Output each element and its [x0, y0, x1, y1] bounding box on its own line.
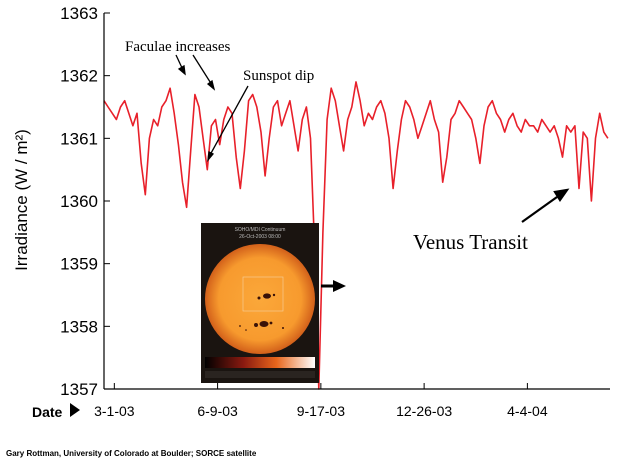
x-axis-title-arrow [70, 403, 80, 417]
venus-annotation: Venus Transit [413, 230, 528, 254]
y-tick-label: 1363 [60, 4, 98, 23]
sunspot-groups [239, 293, 284, 331]
x-axis-title: Date [32, 404, 63, 420]
y-tick-label: 1359 [60, 255, 98, 274]
y-tick-label: 1361 [60, 129, 98, 148]
inset-to-dip-arrow [321, 280, 346, 292]
y-tick-label: 1362 [60, 67, 98, 86]
x-tick-label: 9-17-03 [297, 403, 345, 419]
sunspot-annotation: Sunspot dip [243, 68, 314, 84]
x-tick-label: 4-4-04 [507, 403, 548, 419]
inset-footer [205, 371, 315, 378]
x-tick-label: 12-26-03 [396, 403, 452, 419]
faculae-arrows [175, 54, 216, 91]
sunspot-arrow [207, 85, 249, 163]
zoom-box [242, 276, 284, 312]
inset-title-line2: 26-Oct-2003 08:00 [239, 234, 281, 240]
x-tick-label: 6-9-03 [197, 403, 238, 419]
faculae-annotation: Faculae increases [125, 39, 231, 55]
y-tick-label: 1357 [60, 380, 98, 399]
x-tick-label: 3-1-03 [94, 403, 135, 419]
credit-line: Gary Rottman, University of Colorado at … [6, 449, 257, 458]
inset-title-line1: SOHO/MDI Continuum [235, 227, 286, 233]
inset-colorbar [205, 357, 315, 368]
irradiance-series-line [103, 81, 609, 390]
y-tick-label: 1358 [60, 317, 98, 336]
soho-inset-image: SOHO/MDI Continuum 26-Oct-2003 08:00 [201, 223, 319, 383]
y-axis-title: Irradiance (W / m²) [12, 129, 31, 271]
x-axis: 3-1-03 6-9-03 9-17-03 12-26-03 4-4-04 [94, 383, 548, 419]
y-tick-label: 1360 [60, 192, 98, 211]
y-axis: 1357 1358 1359 1360 1361 1362 1363 [60, 4, 110, 399]
venus-arrow [521, 188, 570, 223]
